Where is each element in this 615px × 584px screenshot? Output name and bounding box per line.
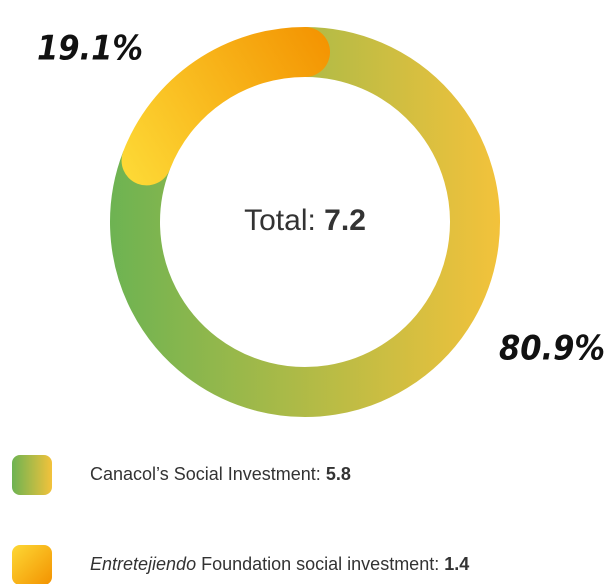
legend-swatch xyxy=(12,455,52,495)
legend-amount: 5.8 xyxy=(326,464,351,484)
center-text: Total: 7.2 xyxy=(244,204,366,237)
donut-segment xyxy=(110,27,500,417)
legend-emphasis: Entretejiendo xyxy=(90,554,196,574)
total: 7.2 xyxy=(324,204,366,237)
legend-amount: 1.4 xyxy=(444,554,469,574)
legend-swatch xyxy=(12,545,52,584)
legend-text: Foundation social investment: xyxy=(196,554,439,574)
legend-text: Canacol’s Social Investment: xyxy=(90,464,321,484)
legend-label: Entretejiendo Foundation social investme… xyxy=(90,554,469,574)
donut-segment xyxy=(121,27,330,186)
value-label: 80.9% xyxy=(499,329,605,369)
value-label: 19.1% xyxy=(37,29,143,69)
legend-label: Canacol’s Social Investment: 5.8 xyxy=(90,464,351,484)
center-label: Total: xyxy=(244,204,316,237)
